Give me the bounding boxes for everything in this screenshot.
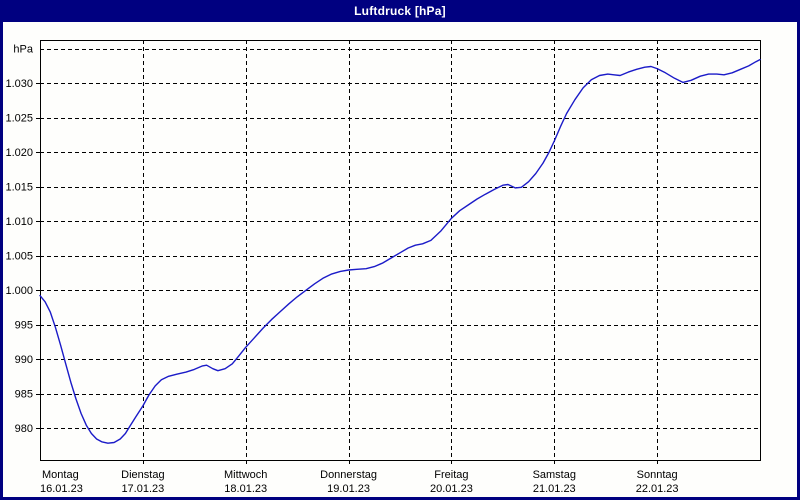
x-day-label: Dienstag xyxy=(121,469,164,481)
x-day-label: Montag xyxy=(42,469,79,481)
y-tick-label: 990 xyxy=(15,354,33,366)
x-date-label: 22.01.23 xyxy=(636,483,679,495)
x-date-label: 17.01.23 xyxy=(121,483,164,495)
y-tick-label: 1.030 xyxy=(5,78,33,90)
x-day-label: Freitag xyxy=(434,469,468,481)
y-axis-unit-label: hPa xyxy=(13,44,33,56)
y-tick-label: 980 xyxy=(15,423,33,435)
x-date-label: 19.01.23 xyxy=(327,483,370,495)
x-date-label: 21.01.23 xyxy=(533,483,576,495)
window-title: Luftdruck [hPa] xyxy=(354,4,446,18)
y-tick-label: 1.015 xyxy=(5,182,33,194)
x-day-label: Samstag xyxy=(533,469,576,481)
x-date-label: 18.01.23 xyxy=(224,483,267,495)
y-tick-label: 985 xyxy=(15,389,33,401)
title-bar: Luftdruck [hPa] xyxy=(0,0,800,22)
y-tick-label: 1.005 xyxy=(5,251,33,263)
pressure-curve xyxy=(39,58,761,444)
plot-frame xyxy=(40,40,761,461)
x-day-label: Sonntag xyxy=(637,469,678,481)
y-tick-label: 1.020 xyxy=(5,147,33,159)
y-tick-label: 1.000 xyxy=(5,285,33,297)
y-tick-label: 1.010 xyxy=(5,216,33,228)
x-day-label: Mittwoch xyxy=(224,469,267,481)
y-tick-label: 1.025 xyxy=(5,113,33,125)
x-day-label: Donnerstag xyxy=(320,469,377,481)
y-tick-label: 995 xyxy=(15,320,33,332)
x-date-label: 16.01.23 xyxy=(40,483,83,495)
x-date-label: 20.01.23 xyxy=(430,483,473,495)
